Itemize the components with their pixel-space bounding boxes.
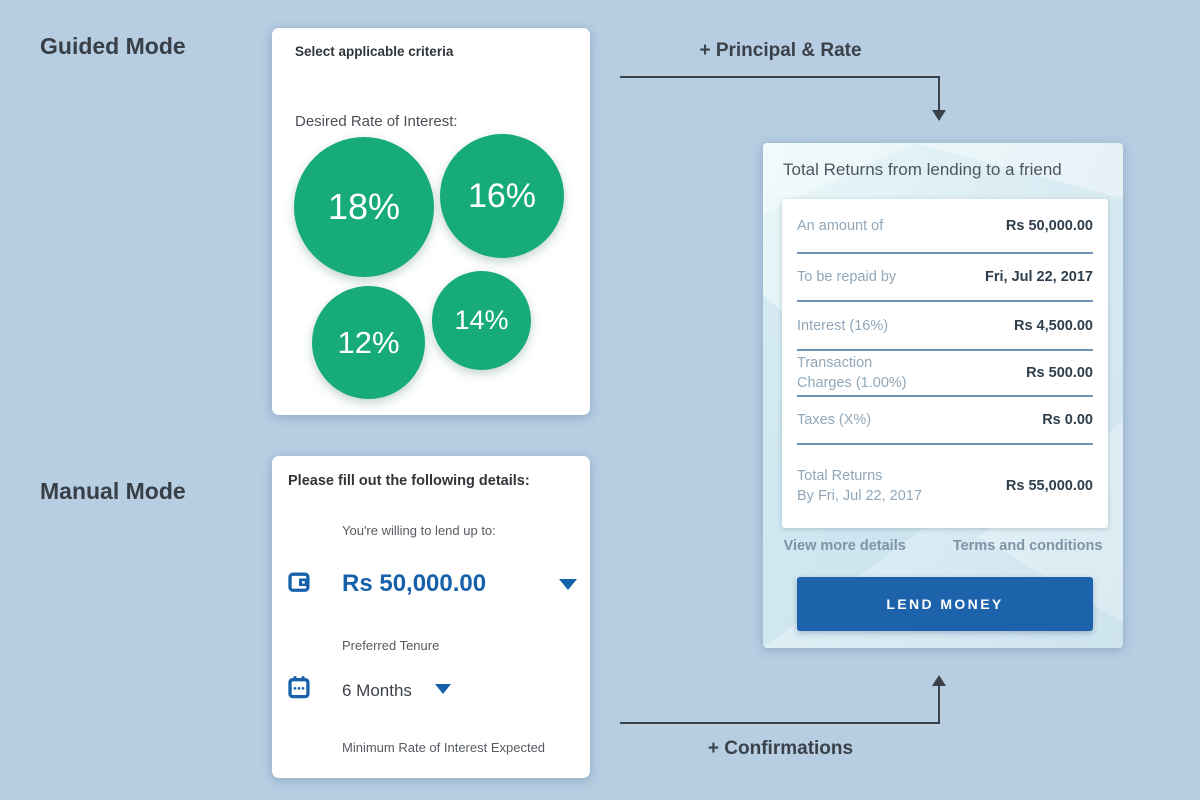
manual-mode-heading: Manual Mode: [40, 478, 186, 504]
guided-card-title: Select applicable criteria: [295, 44, 454, 59]
wallet-icon: [288, 571, 310, 598]
row-label: To be repaid by: [797, 269, 897, 285]
returns-row-transaction-charges: Transaction Charges (1.00%) Rs 500.00: [797, 351, 1093, 397]
returns-row-interest: Interest (16%) Rs 4,500.00: [797, 302, 1093, 351]
min-rate-label: Minimum Rate of Interest Expected: [342, 740, 546, 755]
rate-option-18[interactable]: 18%: [294, 137, 434, 277]
returns-row-total: Total Returns By Fri, Jul 22, 2017 Rs 55,…: [797, 467, 1093, 504]
flow-arrow-confirmations-vertical: [938, 686, 940, 724]
row-label: Taxes (X%): [797, 412, 872, 428]
terms-and-conditions-link[interactable]: Terms and conditions: [952, 538, 1103, 554]
row-label: Transaction: [797, 355, 873, 371]
returns-row-repaid-by: To be repaid by Fri, Jul 22, 2017: [797, 254, 1093, 302]
flow-arrow-principal: [620, 76, 940, 78]
flow-arrow-principal-vertical: [938, 76, 940, 112]
preferred-tenure-label: Preferred Tenure: [342, 638, 440, 653]
view-more-details-link[interactable]: View more details: [783, 538, 906, 554]
amount-dropdown-arrow-icon[interactable]: [559, 579, 577, 590]
row-value: Rs 500.00: [1026, 365, 1093, 381]
rate-option-12[interactable]: 12%: [312, 286, 425, 399]
arrow-down-icon: [932, 110, 946, 121]
calendar-icon: [288, 675, 310, 704]
row-value: Fri, Jul 22, 2017: [984, 269, 1093, 285]
row-value: Rs 55,000.00: [1005, 477, 1093, 494]
arrow-up-icon: [932, 675, 946, 686]
lend-amount-value[interactable]: Rs 50,000.00: [342, 570, 487, 597]
guided-mode-card: Select applicable criteria Desired Rate …: [272, 28, 590, 415]
row-value: Rs 50,000.00: [1005, 217, 1093, 234]
manual-card-title: Please fill out the following details:: [288, 473, 530, 489]
returns-row-amount: An amount of Rs 50,000.00: [797, 199, 1093, 254]
panel-links-row: View more details Terms and conditions: [763, 538, 1123, 554]
returns-row-taxes: Taxes (X%) Rs 0.00: [797, 397, 1093, 445]
flow-arrow-confirmations: [620, 722, 940, 724]
row-label: Total Returns: [797, 467, 883, 484]
manual-mode-card: Please fill out the following details: Y…: [272, 456, 590, 778]
rate-option-14[interactable]: 14%: [432, 271, 531, 370]
row-value: Rs 4,500.00: [1013, 317, 1093, 334]
returns-panel-title: Total Returns from lending to a friend: [783, 160, 1062, 179]
tenure-value[interactable]: 6 Months: [342, 681, 412, 700]
row-label: An amount of: [797, 217, 884, 234]
lend-up-to-label: You're willing to lend up to:: [342, 523, 496, 538]
guided-mode-heading: Guided Mode: [40, 33, 186, 59]
rate-option-16[interactable]: 16%: [440, 134, 564, 258]
returns-summary-card: An amount of Rs 50,000.00 To be repaid b…: [782, 199, 1108, 528]
rate-of-interest-label: Desired Rate of Interest:: [295, 113, 458, 130]
lend-money-button[interactable]: LEND MONEY: [797, 577, 1093, 631]
total-returns-panel: Total Returns from lending to a friend A…: [763, 143, 1123, 648]
row-value: Rs 0.00: [1042, 412, 1093, 428]
confirmations-annotation: + Confirmations: [707, 738, 854, 759]
row-label: Interest (16%): [797, 317, 889, 334]
principal-rate-annotation: + Principal & Rate: [699, 40, 862, 61]
tenure-dropdown-arrow-icon[interactable]: [435, 684, 451, 694]
